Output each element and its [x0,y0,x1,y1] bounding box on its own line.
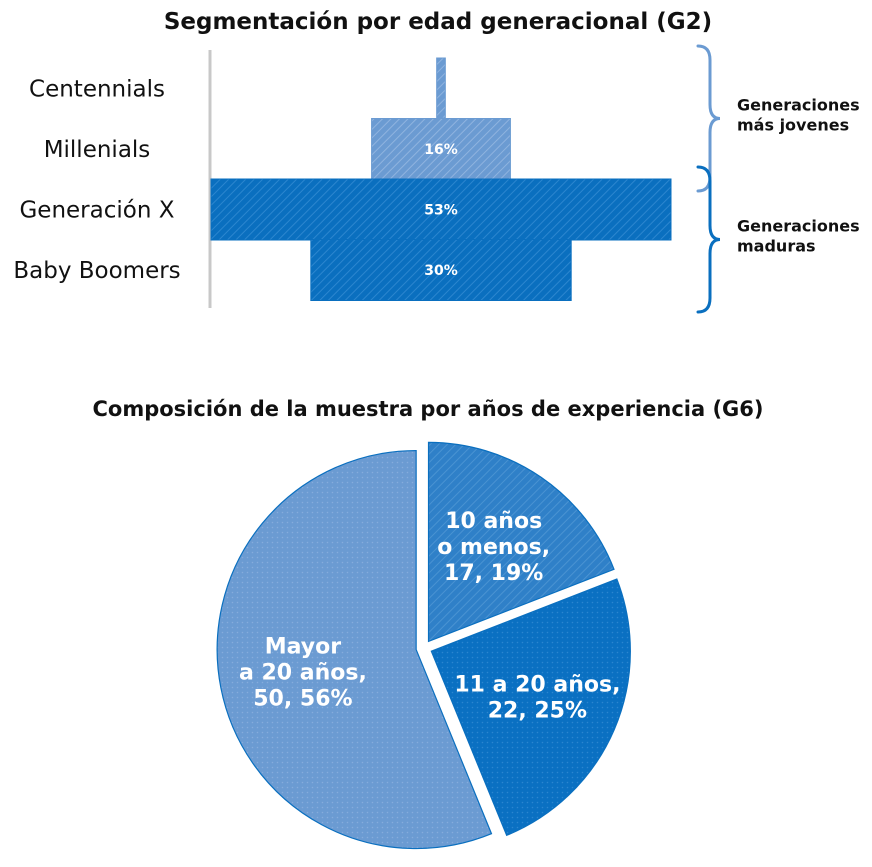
pie-slice-2 [430,578,631,837]
category-label-baby-boomers: Baby Boomers [13,258,180,284]
bar-value-label-baby-boomers: 30% [424,263,458,279]
pie-slice-1 [427,441,615,643]
bar-generacion-x [210,178,672,241]
generational-chart-title: Segmentación por edad generacional (G2) [164,9,712,35]
bar-value-label-millenials: 16% [424,142,458,158]
pie-slice-label-1: 10 años o menos, 17, 19% [437,509,550,586]
group-brace-2 [696,165,721,314]
category-label-centennials: Centennials [29,76,165,102]
group-brace-1 [696,44,721,193]
bar-baby-boomers [310,239,572,301]
group-label-2: Generaciones maduras [737,217,860,256]
experience-pie-chart-title: Composición de la muestra por años de ex… [93,397,764,421]
bar-value-label-generacion-x: 53% [424,202,458,218]
group-label-1: Generaciones más jovenes [737,96,860,135]
experience-pie-chart: Composición de la muestra por años de ex… [93,397,764,850]
category-label-generacion-x: Generación X [19,197,174,223]
pie-slice-label-2: 11 a 20 años, 22, 25% [454,672,620,723]
generational-chart: Segmentación por edad generacional (G2) … [13,9,860,314]
bar-centennials [436,57,446,119]
category-label-millenials: Millenials [44,137,151,163]
pie-slice-label-3: Mayor a 20 años, 50, 56% [239,635,367,712]
pie-slice-3 [216,449,493,850]
